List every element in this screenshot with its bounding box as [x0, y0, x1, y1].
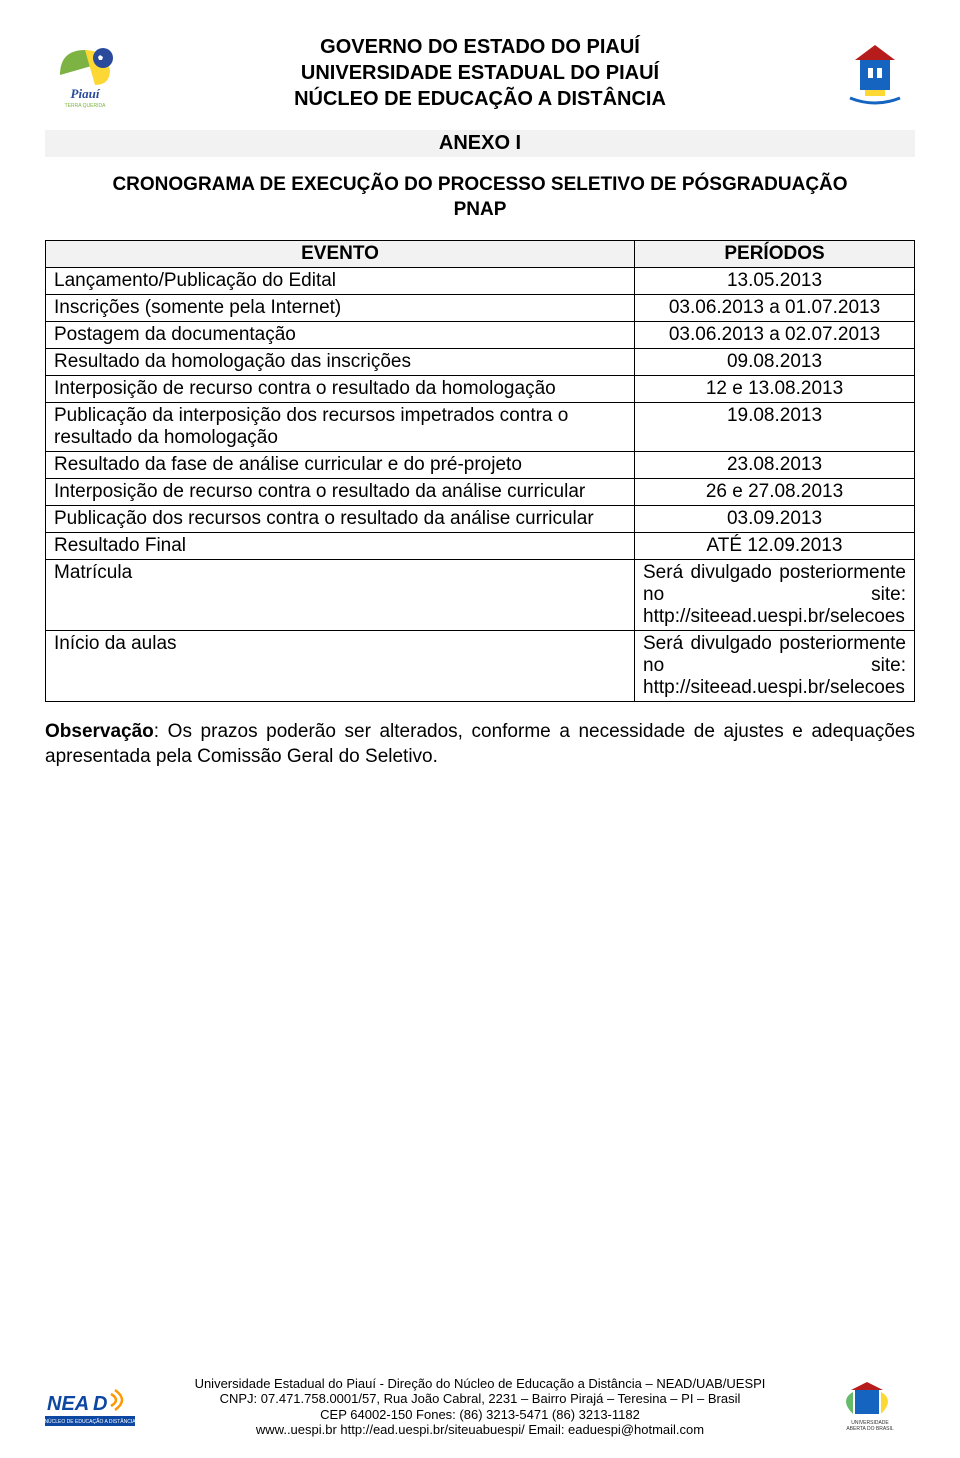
table-row: Publicação da interposição dos recursos … [46, 403, 915, 452]
col-evento: EVENTO [46, 241, 635, 268]
periodo-cell: 03.06.2013 a 02.07.2013 [635, 322, 915, 349]
header-line2: UNIVERSIDADE ESTADUAL DO PIAUÍ [125, 60, 835, 86]
obs-text: : Os prazos poderão ser alterados, confo… [45, 721, 915, 767]
evento-cell: Início da aulas [46, 631, 635, 702]
uab-logo: UNIVERSIDADE ABERTA DO BRASIL [825, 1382, 915, 1432]
obs-label: Observação [45, 721, 154, 742]
periodo-cell: 23.08.2013 [635, 452, 915, 479]
header-titles: GOVERNO DO ESTADO DO PIAUÍ UNIVERSIDADE … [125, 30, 835, 112]
footer-line2: CNPJ: 07.471.758.0001/57, Rua João Cabra… [145, 1391, 815, 1407]
table-row: Resultado FinalATÉ 12.09.2013 [46, 533, 915, 560]
footer-line3: CEP 64002-150 Fones: (86) 3213-5471 (86)… [145, 1407, 815, 1423]
evento-cell: Publicação da interposição dos recursos … [46, 403, 635, 452]
table-row: Lançamento/Publicação do Edital13.05.201… [46, 268, 915, 295]
evento-cell: Inscrições (somente pela Internet) [46, 295, 635, 322]
observacao: Observação: Os prazos poderão ser altera… [45, 720, 915, 769]
periodo-cell: 12 e 13.08.2013 [635, 376, 915, 403]
footer-line4: www..uespi.br http://ead.uespi.br/siteua… [145, 1422, 815, 1438]
evento-cell: Matrícula [46, 560, 635, 631]
periodo-cell: Será divulgado posteriormente no site: h… [635, 560, 915, 631]
table-row: MatrículaSerá divulgado posteriormente n… [46, 560, 915, 631]
svg-text:Piauí: Piauí [71, 86, 101, 101]
table-row: Interposição de recurso contra o resulta… [46, 376, 915, 403]
svg-text:NÚCLEO DE EDUCAÇÃO A DISTÂNCIA: NÚCLEO DE EDUCAÇÃO A DISTÂNCIA [45, 1418, 135, 1425]
cronograma-table: EVENTO PERÍODOS Lançamento/Publicação do… [45, 240, 915, 702]
svg-text:ABERTA DO BRASIL: ABERTA DO BRASIL [846, 1426, 894, 1432]
periodo-cell: ATÉ 12.09.2013 [635, 533, 915, 560]
table-row: Resultado da fase de análise curricular … [46, 452, 915, 479]
anexo-title-bar: ANEXO I [45, 130, 915, 157]
table-row: Postagem da documentação03.06.2013 a 02.… [46, 322, 915, 349]
table-row: Início da aulasSerá divulgado posteriorm… [46, 631, 915, 702]
evento-cell: Interposição de recurso contra o resulta… [46, 376, 635, 403]
header-line3: NÚCLEO DE EDUCAÇÃO A DISTÂNCIA [125, 86, 835, 112]
cronograma-title-line1: CRONOGRAMA DE EXECUÇÃO DO PROCESSO SELET… [45, 173, 915, 198]
footer-line1: Universidade Estadual do Piauí - Direção… [145, 1376, 815, 1392]
uespi-logo [835, 30, 915, 110]
evento-cell: Resultado da fase de análise curricular … [46, 452, 635, 479]
anexo-label: ANEXO I [439, 132, 521, 154]
cronograma-title: CRONOGRAMA DE EXECUÇÃO DO PROCESSO SELET… [45, 173, 915, 222]
periodo-cell: 09.08.2013 [635, 349, 915, 376]
table-row: Inscrições (somente pela Internet)03.06.… [46, 295, 915, 322]
periodo-cell: 03.06.2013 a 01.07.2013 [635, 295, 915, 322]
periodo-cell: 19.08.2013 [635, 403, 915, 452]
periodo-cell: 26 e 27.08.2013 [635, 479, 915, 506]
evento-cell: Lançamento/Publicação do Edital [46, 268, 635, 295]
evento-cell: Resultado da homologação das inscrições [46, 349, 635, 376]
table-row: Publicação dos recursos contra o resulta… [46, 506, 915, 533]
cronograma-title-line2: PNAP [45, 198, 915, 223]
footer-text: Universidade Estadual do Piauí - Direção… [135, 1376, 825, 1438]
evento-cell: Postagem da documentação [46, 322, 635, 349]
table-row: Interposição de recurso contra o resulta… [46, 479, 915, 506]
periodo-cell: Será divulgado posteriormente no site: h… [635, 631, 915, 702]
col-periodos: PERÍODOS [635, 241, 915, 268]
piaui-logo: Piauí TERRA QUERIDA [45, 30, 125, 110]
nead-logo: NEA D NÚCLEO DE EDUCAÇÃO A DISTÂNCIA [45, 1382, 135, 1432]
svg-text:TERRA QUERIDA: TERRA QUERIDA [65, 103, 107, 109]
header-line1: GOVERNO DO ESTADO DO PIAUÍ [125, 34, 835, 60]
evento-cell: Interposição de recurso contra o resulta… [46, 479, 635, 506]
evento-cell: Publicação dos recursos contra o resulta… [46, 506, 635, 533]
periodo-cell: 03.09.2013 [635, 506, 915, 533]
evento-cell: Resultado Final [46, 533, 635, 560]
footer: NEA D NÚCLEO DE EDUCAÇÃO A DISTÂNCIA Uni… [45, 1376, 915, 1438]
periodo-cell: 13.05.2013 [635, 268, 915, 295]
table-row: Resultado da homologação das inscrições0… [46, 349, 915, 376]
header-row: Piauí TERRA QUERIDA GOVERNO DO ESTADO DO… [45, 30, 915, 112]
svg-text:D: D [93, 1393, 107, 1415]
svg-text:NEA: NEA [47, 1393, 89, 1415]
